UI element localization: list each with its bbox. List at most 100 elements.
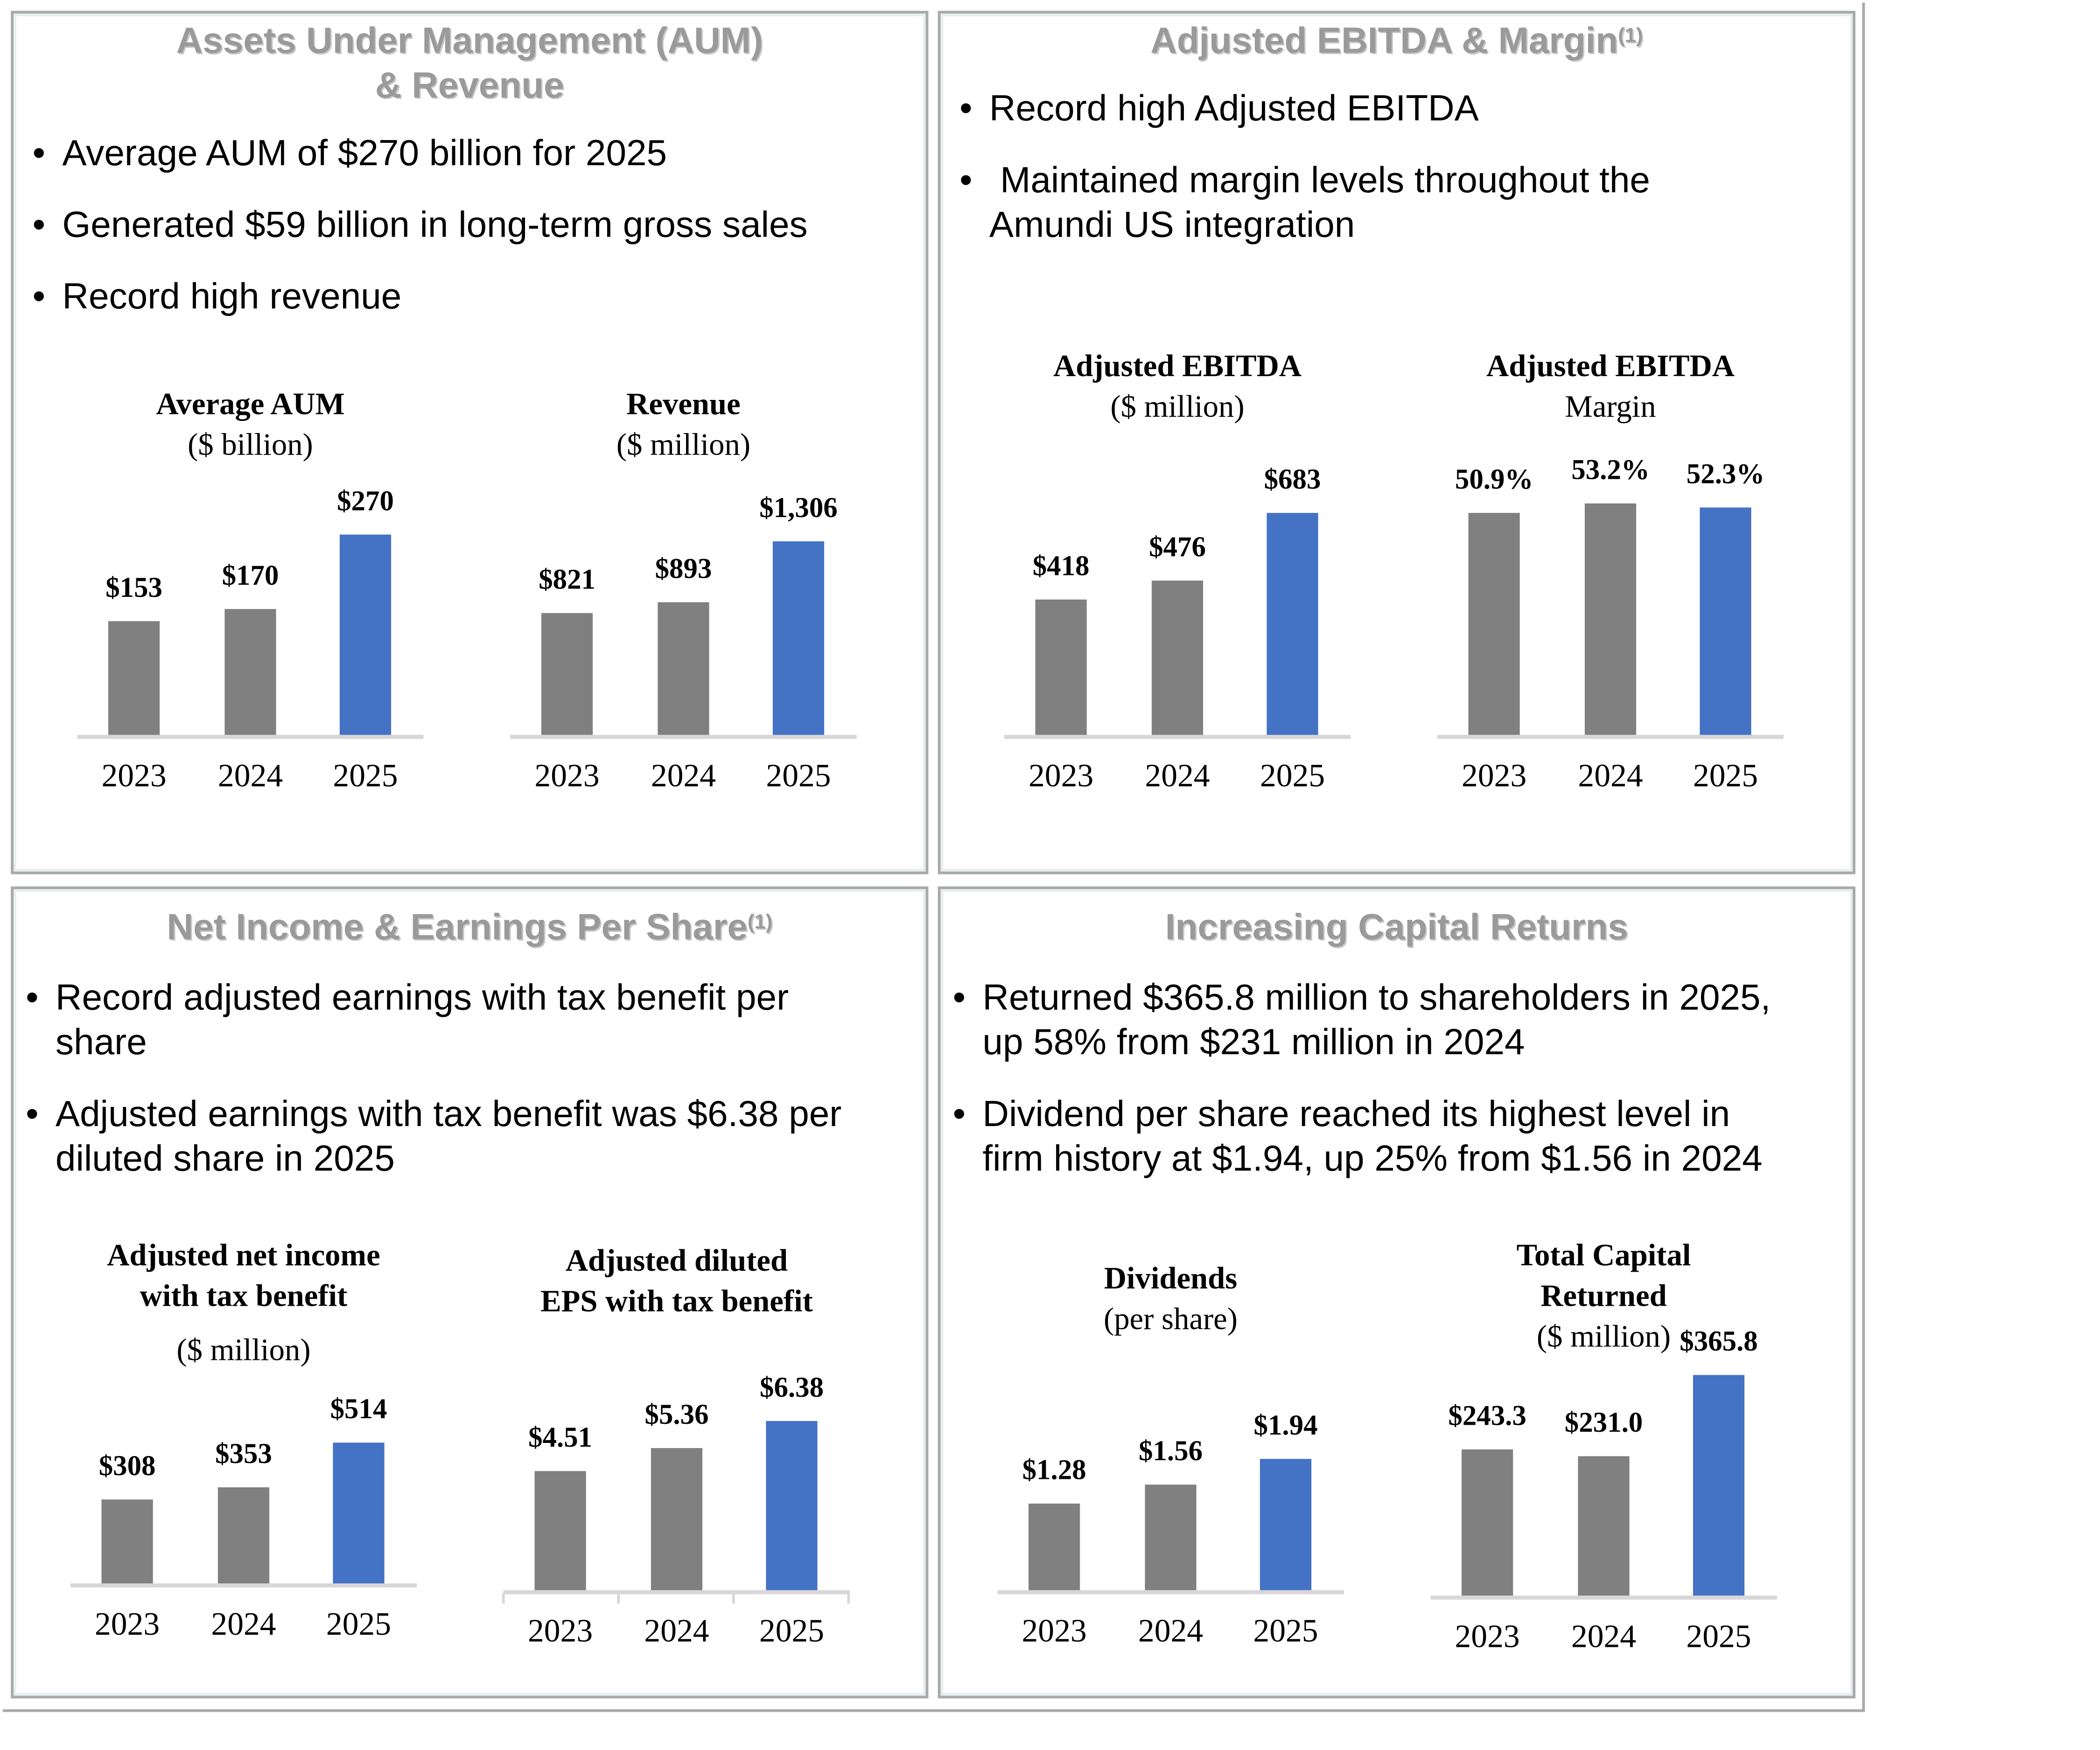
chart-title: EPS with tax benefit	[540, 1284, 813, 1318]
data-label: $821	[539, 563, 595, 596]
bullet-text: Dividend per share reached its highest l…	[982, 1093, 1730, 1134]
bar-2023	[1462, 1449, 1513, 1596]
chart-title: Adjusted EBITDA	[1053, 349, 1302, 383]
x-axis-line	[1004, 735, 1351, 739]
x-tick-label: 2024	[644, 1614, 709, 1650]
bullet-text: up 58% from $231 million in 2024	[982, 1022, 1525, 1063]
chart-title-aum: Average AUM ($ billion)	[48, 385, 454, 466]
x-tick-label: 2023	[1462, 759, 1527, 795]
panel-title: Adjusted EBITDA & Margin(1)	[941, 19, 1853, 64]
bullet-item: • Average AUM of $270 billion for 2025	[33, 131, 667, 176]
bar-2025	[1260, 1459, 1312, 1590]
panel-title: Net Income & Earnings Per Share(1)	[14, 905, 926, 950]
chart-title-total-capital: Total Capital Returned ($ million)	[1401, 1236, 1807, 1358]
bar-2025	[1700, 507, 1751, 735]
footnote-marker: (1)	[1618, 24, 1643, 48]
data-label: $365.8	[1680, 1325, 1758, 1358]
bar-2024	[1578, 1456, 1630, 1596]
bullet-item: • Returned $365.8 million to shareholders…	[953, 976, 1771, 1021]
bar-2025	[766, 1421, 818, 1590]
data-label: $270	[337, 484, 394, 517]
bar-2024	[1151, 580, 1204, 735]
x-tick-label: 2025	[1253, 1614, 1318, 1650]
x-axis-line	[77, 735, 424, 739]
data-label: $893	[655, 552, 712, 585]
bar-2024	[1584, 503, 1637, 735]
x-tick-label: 2024	[1138, 1614, 1204, 1650]
bar-2025	[333, 1442, 385, 1583]
bar-2024	[217, 1486, 270, 1583]
bullet-continuation: diluted share in 2025	[56, 1137, 395, 1182]
title-line: & Revenue	[375, 65, 564, 106]
bullet-icon: •	[32, 204, 46, 245]
chart-net-income: $308 2023 $353 2024 $514 2025	[70, 1232, 417, 1643]
bullet-icon: •	[959, 88, 973, 129]
data-label: $1.94	[1253, 1408, 1318, 1442]
bullet-icon: •	[32, 133, 46, 174]
data-label: $418	[1032, 549, 1090, 581]
chart-title-ebitda: Adjusted EBITDA ($ million)	[974, 346, 1380, 427]
bullet-text: Record adjusted earnings with tax benefi…	[55, 977, 789, 1018]
chart-average-aum: $153 2023 $170 2024 $270 2025	[77, 383, 424, 794]
bullet-item: • Maintained margin levels throughout the	[959, 158, 1650, 203]
chart-title-margin: Adjusted EBITDA Margin	[1407, 346, 1813, 427]
chart-subtitle: ($ million)	[1536, 1319, 1671, 1354]
title-line: Assets Under Management (AUM)	[176, 20, 763, 61]
chart-subtitle: Margin	[1565, 390, 1656, 424]
bullet-icon: •	[32, 276, 46, 317]
data-label: $1.56	[1138, 1435, 1203, 1467]
x-tick-label: 2023	[528, 1614, 593, 1650]
bullet-icon: •	[952, 977, 966, 1018]
chart-title-net-income: Adjusted net income with tax benefit ($ mi…	[41, 1236, 447, 1371]
bullet-text: Adjusted earnings with tax benefit was $…	[55, 1093, 842, 1134]
x-axis-line	[1437, 735, 1784, 739]
bullet-icon: •	[959, 160, 973, 201]
x-tick-label: 2025	[1693, 759, 1758, 795]
bullet-text: firm history at $1.94, up 25% from $1.56…	[982, 1138, 1763, 1179]
bar-2023	[1029, 1503, 1080, 1590]
bullet-item: • Adjusted earnings with tax benefit was …	[26, 1092, 842, 1137]
chart-subtitle: ($ billion)	[188, 427, 313, 462]
x-tick-label: 2024	[217, 759, 283, 795]
bullet-icon: •	[26, 977, 39, 1018]
chart-title: Average AUM	[156, 387, 345, 421]
chart-title: Adjusted net income	[107, 1238, 380, 1273]
chart-title-dividends: Dividends (per share)	[968, 1259, 1374, 1340]
x-axis-line	[1430, 1596, 1777, 1600]
chart-title: Dividends	[1104, 1261, 1238, 1295]
data-label: 50.9%	[1455, 463, 1533, 496]
data-label: $231.0	[1564, 1406, 1643, 1439]
data-label: $353	[215, 1436, 272, 1470]
data-label: $1,306	[759, 491, 838, 524]
bar-2023	[101, 1499, 153, 1583]
x-tick-label: 2023	[1455, 1620, 1520, 1655]
x-tick-label: 2025	[766, 759, 831, 795]
x-tick-label: 2024	[211, 1608, 276, 1643]
chart-subtitle: ($ million)	[176, 1333, 311, 1367]
chart-title-revenue: Revenue ($ million)	[481, 385, 887, 466]
axis-tick	[732, 1593, 735, 1604]
title-text: Adjusted EBITDA & Margin	[1150, 20, 1618, 61]
chart-subtitle: (per share)	[1103, 1302, 1238, 1336]
x-tick-label: 2024	[1145, 759, 1210, 795]
bar-2023	[108, 621, 160, 735]
bullet-text: diluted share in 2025	[55, 1138, 395, 1179]
chart-title: Total Capital	[1516, 1238, 1691, 1273]
x-tick-label: 2025	[759, 1614, 825, 1650]
chart-dividends: $1.28 2023 $1.56 2024 $1.94 2025	[997, 1239, 1344, 1650]
bullet-item: • Record high Adjusted EBITDA	[959, 87, 1479, 132]
bullet-text: Average AUM of $270 billion for 2025	[62, 133, 667, 174]
bar-2024	[651, 1448, 703, 1590]
data-label: $153	[105, 571, 162, 604]
chart-title: Adjusted diluted	[565, 1244, 788, 1278]
bullet-continuation: up 58% from $231 million in 2024	[982, 1021, 1525, 1065]
bullet-continuation: Amundi US integration	[989, 203, 1355, 248]
footnote-marker: (1)	[747, 910, 773, 934]
bar-2025	[1267, 513, 1318, 735]
x-tick-label: 2023	[101, 759, 167, 795]
bullet-text: Record high revenue	[62, 276, 402, 317]
bullet-item: • Record high revenue	[33, 275, 402, 320]
bar-2025	[339, 534, 392, 735]
x-axis-line	[70, 1583, 417, 1588]
panel-title: Increasing Capital Returns	[941, 905, 1853, 950]
